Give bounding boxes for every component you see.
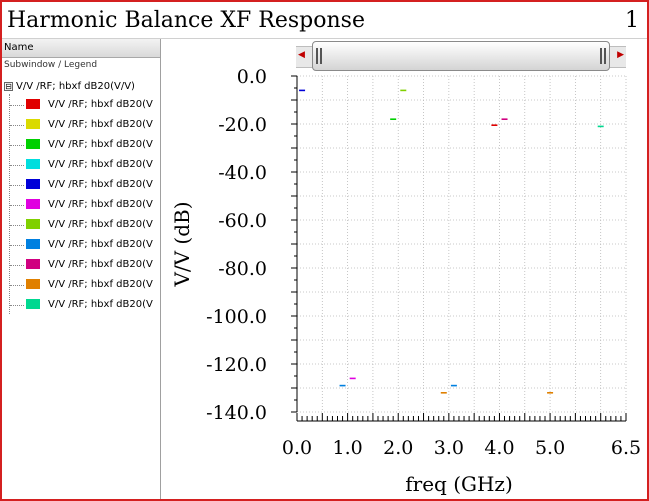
thumb-grip-right-icon bbox=[604, 48, 606, 64]
x-tick-label: 1.0 bbox=[333, 437, 363, 459]
trace-item[interactable]: V/V /RF; hbxf dB20(V bbox=[26, 157, 153, 173]
trace-color-swatch bbox=[26, 139, 40, 149]
x-tick-label: 4.0 bbox=[484, 437, 514, 459]
x-tick-label: 3.0 bbox=[434, 437, 464, 459]
trace-color-swatch bbox=[26, 99, 40, 109]
y-tick-label: -20.0 bbox=[218, 114, 267, 136]
title-bar: Harmonic Balance XF Response 1 bbox=[2, 2, 647, 39]
window-title: Harmonic Balance XF Response bbox=[7, 8, 365, 33]
trace-color-swatch bbox=[26, 299, 40, 309]
y-axis-label: V/V (dB) bbox=[170, 201, 194, 287]
trace-item[interactable]: V/V /RF; hbxf dB20(V bbox=[26, 277, 153, 293]
tree-branch bbox=[10, 265, 24, 266]
tree-branch bbox=[10, 145, 24, 146]
trace-label: V/V /RF; hbxf dB20(V bbox=[48, 119, 153, 130]
tree-branch bbox=[10, 245, 24, 246]
trace-item[interactable]: V/V /RF; hbxf dB20(V bbox=[26, 137, 153, 153]
trace-group-label: V/V /RF; hbxf dB20(V/V) bbox=[16, 81, 135, 92]
scroll-right-arrow-icon[interactable]: ▶ bbox=[617, 50, 624, 60]
trace-label: V/V /RF; hbxf dB20(V bbox=[48, 99, 153, 110]
legend-header[interactable]: Name bbox=[2, 39, 160, 58]
scroll-thumb[interactable] bbox=[312, 41, 610, 71]
trace-item[interactable]: V/V /RF; hbxf dB20(V bbox=[26, 197, 153, 213]
tree-branch bbox=[10, 165, 24, 166]
thumb-grip-left-icon bbox=[320, 48, 322, 64]
trace-color-swatch bbox=[26, 179, 40, 189]
trace-label: V/V /RF; hbxf dB20(V bbox=[48, 159, 153, 170]
y-tick-label: -120.0 bbox=[206, 354, 267, 376]
trace-group-root[interactable]: ⊟ V/V /RF; hbxf dB20(V/V) bbox=[2, 79, 135, 95]
y-tick-label: -100.0 bbox=[206, 306, 267, 328]
page-number: 1 bbox=[625, 8, 639, 33]
x-axis-ticks: 0.0 1.0 2.0 3.0 4.0 5.0 6.5 bbox=[282, 413, 641, 459]
trace-label: V/V /RF; hbxf dB20(V bbox=[48, 299, 153, 310]
trace-color-swatch bbox=[26, 159, 40, 169]
tree-connector bbox=[9, 94, 22, 314]
trace-label: V/V /RF; hbxf dB20(V bbox=[48, 279, 153, 290]
chart-area: 0.0 -20.0 -40.0 -60.0 -80.0 -100.0 -120.0 -140.… bbox=[170, 66, 641, 496]
trace-color-swatch bbox=[26, 199, 40, 209]
trace-label: V/V /RF; hbxf dB20(V bbox=[48, 199, 153, 210]
x-axis-label: freq (GHz) bbox=[405, 472, 513, 496]
y-tick-label: -80.0 bbox=[218, 258, 267, 280]
scroll-left-arrow-icon[interactable]: ◀ bbox=[298, 50, 305, 60]
trace-item[interactable]: V/V /RF; hbxf dB20(V bbox=[26, 97, 153, 113]
y-tick-label: -40.0 bbox=[218, 162, 267, 184]
tree-branch bbox=[10, 125, 24, 126]
thumb-grip-left-icon bbox=[316, 48, 318, 64]
y-tick-label: -60.0 bbox=[218, 210, 267, 232]
trace-color-swatch bbox=[26, 119, 40, 129]
trace-label: V/V /RF; hbxf dB20(V bbox=[48, 259, 153, 270]
tree-branch bbox=[10, 105, 24, 106]
trace-item[interactable]: V/V /RF; hbxf dB20(V bbox=[26, 177, 153, 193]
trace-item[interactable]: V/V /RF; hbxf dB20(V bbox=[26, 117, 153, 133]
trace-label: V/V /RF; hbxf dB20(V bbox=[48, 179, 153, 190]
trace-label: V/V /RF; hbxf dB20(V bbox=[48, 219, 153, 230]
y-axis-ticks: 0.0 -20.0 -40.0 -60.0 -80.0 -100.0 -120.0 -140.… bbox=[206, 66, 298, 424]
y-tick-label: 0.0 bbox=[237, 66, 267, 88]
trace-label: V/V /RF; hbxf dB20(V bbox=[48, 239, 153, 250]
trace-label: V/V /RF; hbxf dB20(V bbox=[48, 139, 153, 150]
horizontal-scrollbar[interactable]: ◀ ▶ bbox=[296, 40, 626, 72]
tree-branch bbox=[10, 305, 24, 306]
legend-header-label: Name bbox=[4, 42, 34, 53]
x-tick-label: 6.5 bbox=[611, 437, 641, 459]
grid bbox=[296, 75, 627, 413]
trace-color-swatch bbox=[26, 259, 40, 269]
trace-color-swatch bbox=[26, 279, 40, 289]
legend-subheader: Subwindow / Legend bbox=[4, 60, 98, 70]
trace-item[interactable]: V/V /RF; hbxf dB20(V bbox=[26, 217, 153, 233]
x-tick-label: 2.0 bbox=[383, 437, 413, 459]
tree-branch bbox=[10, 185, 24, 186]
data-points bbox=[299, 89, 604, 394]
x-tick-label: 0.0 bbox=[282, 437, 312, 459]
trace-color-swatch bbox=[26, 239, 40, 249]
x-tick-label: 5.0 bbox=[535, 437, 565, 459]
tree-branch bbox=[10, 205, 24, 206]
collapse-icon[interactable]: ⊟ bbox=[4, 81, 13, 91]
y-tick-label: -140.0 bbox=[206, 402, 267, 424]
trace-color-swatch bbox=[26, 219, 40, 229]
legend-panel: Name Subwindow / Legend ⊟ V/V /RF; hbxf d… bbox=[2, 39, 161, 499]
tree-branch bbox=[10, 225, 24, 226]
tree-branch bbox=[10, 285, 24, 286]
trace-item[interactable]: V/V /RF; hbxf dB20(V bbox=[26, 257, 153, 273]
thumb-grip-right-icon bbox=[600, 48, 602, 64]
trace-item[interactable]: V/V /RF; hbxf dB20(V bbox=[26, 297, 153, 313]
trace-item[interactable]: V/V /RF; hbxf dB20(V bbox=[26, 237, 153, 253]
